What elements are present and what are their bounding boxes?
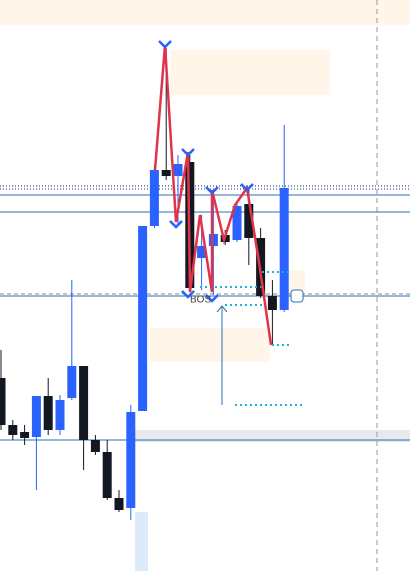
zigzag xyxy=(153,44,273,346)
candle-body xyxy=(232,206,242,240)
candle-body xyxy=(114,498,124,510)
candle-body xyxy=(138,226,148,411)
zone xyxy=(135,430,410,442)
candle-body xyxy=(267,296,277,310)
zone xyxy=(170,50,330,95)
candle-body xyxy=(0,378,6,425)
candle-body xyxy=(31,396,41,437)
candle-body xyxy=(208,234,218,246)
bos-label: BOS xyxy=(190,295,211,306)
candle-body xyxy=(43,396,53,430)
candle-body xyxy=(126,412,136,508)
candle-body xyxy=(173,164,183,176)
zone xyxy=(150,328,270,362)
candle-body xyxy=(197,246,207,258)
candle-body xyxy=(79,366,89,440)
candle-body xyxy=(55,400,65,430)
zone xyxy=(0,0,410,25)
swing-markers xyxy=(158,40,254,303)
candle-body xyxy=(244,204,254,238)
volume-zone xyxy=(135,512,148,571)
candles xyxy=(0,48,289,520)
price-handle[interactable] xyxy=(290,289,304,303)
candle-body xyxy=(67,366,77,398)
candle-body xyxy=(149,170,159,226)
candle-body xyxy=(90,440,100,452)
candle-body xyxy=(20,432,30,438)
candle-body xyxy=(102,452,112,498)
candle-body xyxy=(279,188,289,310)
candle-body xyxy=(8,425,18,435)
candle-body xyxy=(161,170,171,176)
arrow-head xyxy=(216,305,228,313)
